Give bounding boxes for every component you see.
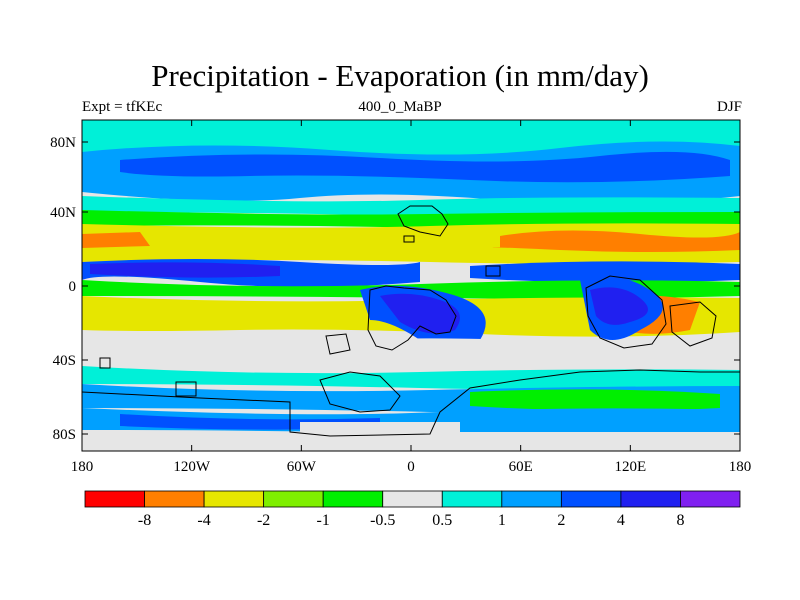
- colorbar-swatch: [203, 490, 265, 508]
- lat-tick-label: 80S: [53, 427, 76, 443]
- contour-field: [82, 120, 740, 451]
- land-south-continent: [367, 285, 457, 351]
- lat-tick-label: 80N: [50, 135, 76, 151]
- colorbar-swatch: [680, 490, 741, 508]
- colorbar-label: 2: [557, 512, 565, 529]
- band-south-green: [470, 389, 720, 411]
- lon-tick-label: 180: [729, 459, 752, 475]
- land-island-c: [325, 333, 351, 355]
- land-island-a: [403, 235, 415, 243]
- land-southeast: [669, 301, 717, 347]
- colorbar-swatch: [322, 490, 384, 508]
- lat-tick-label: 40N: [50, 205, 76, 221]
- land-island-e: [99, 357, 111, 369]
- season-label: DJF: [716, 99, 742, 115]
- colorbar-label: -8: [138, 512, 151, 529]
- band-south-gray: [82, 336, 740, 373]
- colorbar-swatch: [441, 490, 503, 508]
- wet-central-core: [380, 293, 460, 334]
- itcz-east: [470, 261, 740, 283]
- land-east-continent: [585, 275, 667, 349]
- experiment-label: Expt = tfKEc: [82, 99, 163, 115]
- antarctic-shelf: [300, 422, 460, 451]
- dry-east: [492, 230, 740, 252]
- colorbar-swatch: [620, 490, 681, 508]
- colorbar-swatch: [84, 490, 145, 508]
- colorbar-label: -1: [317, 512, 330, 529]
- band-north-cyan: [82, 196, 740, 218]
- lon-tick-label: 120W: [173, 459, 211, 475]
- dry-west: [82, 232, 150, 248]
- lon-tick-label: 0: [407, 459, 415, 475]
- colorbar-label: 8: [676, 512, 684, 529]
- colorbar-label: 1: [498, 512, 506, 529]
- colorbar-label: -0.5: [370, 512, 395, 529]
- land-south-block: [319, 371, 401, 413]
- period-label: 400_0_MaBP: [358, 99, 442, 115]
- colorbar-labels: -8 -4 -2 -1 -0.5 0.5 1 2 4 8: [138, 512, 685, 529]
- land-island-d: [175, 381, 197, 397]
- land-island-b: [485, 265, 501, 277]
- colorbar-swatch: [144, 490, 205, 508]
- colorbar-swatch: [263, 490, 324, 508]
- colorbar-label: -4: [197, 512, 210, 529]
- latitude-labels: 80N 40N 0 40S 80S: [50, 135, 76, 443]
- colorbar-swatch: [560, 490, 622, 508]
- colorbar-label: -2: [257, 512, 270, 529]
- axis-ticks: [81, 120, 741, 451]
- colorbar: [84, 490, 741, 508]
- land-outlines: [82, 205, 740, 437]
- plot-title: Precipitation - Evaporation (in mm/day): [151, 58, 649, 93]
- lon-tick-label: 60E: [509, 459, 533, 475]
- band-south-cyan: [82, 366, 740, 390]
- lat-tick-label: 0: [69, 279, 77, 295]
- land-north-block: [397, 205, 449, 237]
- colorbar-label: 0.5: [432, 512, 452, 529]
- lon-tick-label: 120E: [614, 459, 646, 475]
- land-south-polar: [82, 369, 740, 437]
- wet-east-core: [590, 287, 648, 325]
- colorbar-swatch: [501, 490, 562, 508]
- lat-tick-label: 40S: [53, 353, 76, 369]
- lon-tick-label: 60W: [287, 459, 317, 475]
- colorbar-label: 4: [617, 512, 625, 529]
- itcz-west-core: [90, 262, 280, 278]
- lon-tick-label: 180: [71, 459, 94, 475]
- band-north-storm: [120, 151, 730, 183]
- longitude-labels: 180 120W 60W 0 60E 120E 180: [71, 459, 752, 475]
- colorbar-swatch: [382, 490, 443, 508]
